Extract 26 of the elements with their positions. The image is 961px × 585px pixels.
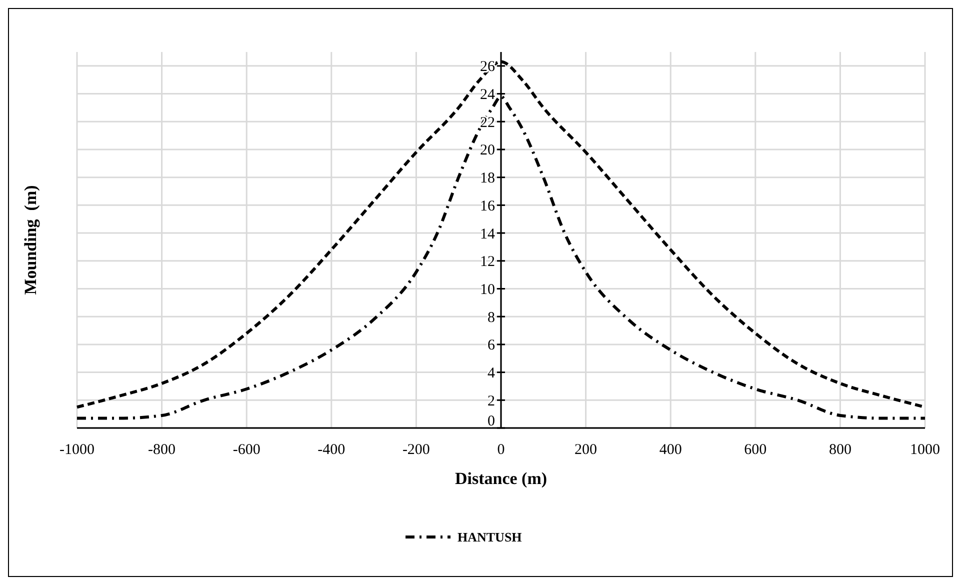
y-tick-label: 16 <box>480 198 496 214</box>
x-tick-label: -1000 <box>60 442 94 458</box>
y-tick-label: 6 <box>488 338 496 354</box>
x-tick-label: 800 <box>828 442 852 458</box>
x-tick-label: -400 <box>318 442 346 458</box>
y-tick-label: 24 <box>480 87 496 104</box>
x-tick-label: 600 <box>744 442 767 458</box>
y-tick-label: 10 <box>480 282 495 298</box>
y-tick-label: 12 <box>480 254 495 270</box>
x-tick-label: -200 <box>402 442 430 458</box>
y-tick-label: 14 <box>480 226 496 242</box>
y-axis-title: Mounding (m) <box>21 185 40 295</box>
x-tick-label: 400 <box>659 442 682 458</box>
x-axis-title: Distance (m) <box>454 469 548 488</box>
x-tick-label: -600 <box>232 442 260 458</box>
y-tick-label: 20 <box>480 142 495 159</box>
legend-label: HANTUSH <box>458 530 522 545</box>
y-tick-label: 2 <box>488 393 495 410</box>
y-tick-label: 8 <box>488 310 495 326</box>
x-tick-label: -800 <box>148 442 176 458</box>
x-tick-label: 200 <box>574 442 598 458</box>
y-tick-label: 26 <box>480 59 496 76</box>
y-tick-label: 4 <box>488 366 496 382</box>
y-tick-label: 0 <box>488 413 495 430</box>
y-tick-label: 18 <box>480 170 495 187</box>
x-tick-label: 1000 <box>910 442 940 458</box>
